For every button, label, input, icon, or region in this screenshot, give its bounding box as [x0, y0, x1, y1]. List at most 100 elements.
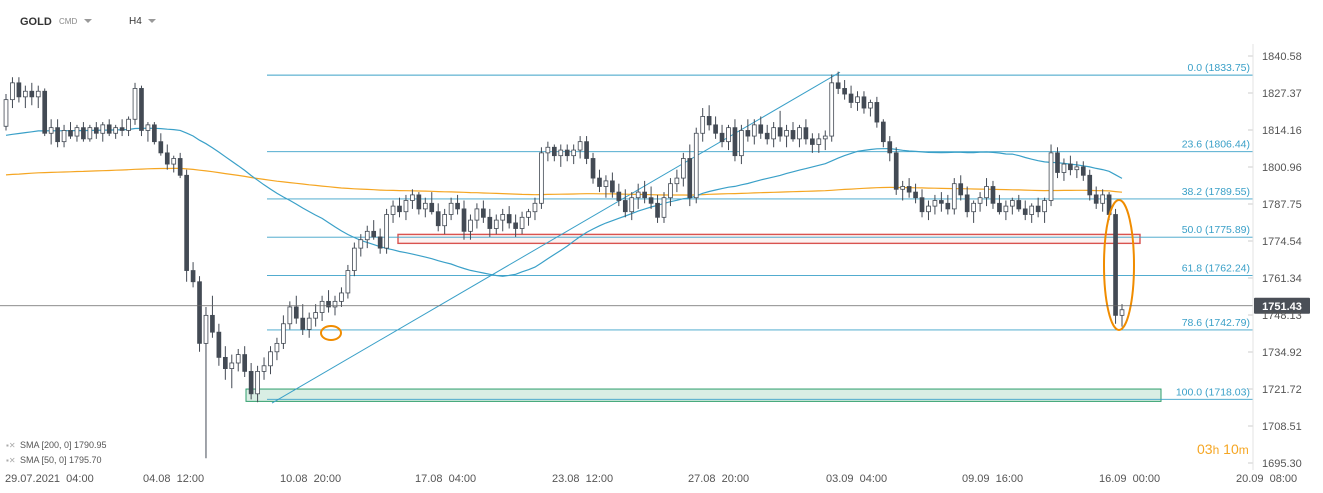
- symbol-selector[interactable]: GOLD: [20, 16, 52, 28]
- candle-body: [597, 177, 602, 187]
- candle-body: [293, 306, 299, 319]
- candle-body: [229, 362, 235, 369]
- candle-body: [3, 99, 9, 127]
- candle-body: [384, 214, 389, 249]
- candle-body: [842, 88, 847, 95]
- candle-body: [339, 292, 344, 302]
- candle-body: [977, 197, 983, 204]
- x-tick-label: 17.08 04:00: [415, 473, 476, 485]
- candle-body: [216, 331, 222, 358]
- candle-body: [203, 314, 209, 344]
- candle-body: [1055, 152, 1060, 173]
- candle-body: [932, 200, 938, 207]
- candle-body: [429, 202, 435, 213]
- candle-body: [29, 90, 35, 98]
- candle-body: [997, 202, 1002, 213]
- candle-body: [100, 124, 106, 134]
- timeframe-dropdown-icon[interactable]: [148, 19, 156, 23]
- x-tick-label: 27.08 20:00: [688, 473, 749, 485]
- candle-body: [493, 219, 499, 229]
- candle-body: [926, 205, 931, 213]
- candle-body: [1029, 205, 1035, 215]
- candle-body: [68, 130, 73, 137]
- candle-body: [577, 141, 583, 151]
- fib-level-label: 38.2 (1789.55): [1182, 186, 1250, 198]
- eye-close-icon[interactable]: ▪✕: [6, 441, 16, 450]
- timeframe-selector[interactable]: H4: [129, 16, 142, 27]
- candle-body: [1093, 194, 1099, 204]
- candle-body: [126, 118, 131, 131]
- x-tick-label: 23.08 12:00: [552, 473, 613, 485]
- candle-body: [984, 186, 989, 199]
- x-tick-label: 20.09 08:00: [1236, 473, 1297, 485]
- candle-body: [971, 202, 976, 213]
- y-tick-label: 1721.72: [1262, 384, 1302, 396]
- candle-body: [74, 127, 80, 137]
- candle-body: [248, 370, 254, 395]
- candle-body: [855, 96, 860, 103]
- candle-body: [300, 317, 306, 330]
- resistance-zone: [397, 233, 1141, 245]
- candle-body: [481, 208, 486, 218]
- legend-sma200-label: SMA [200, 0] 1790.95: [20, 440, 107, 450]
- y-tick-label: 1827.37: [1262, 88, 1302, 100]
- price-axis[interactable]: 1840.58 1827.37 1814.16 1800.96 1787.75 1774.…: [1248, 44, 1302, 470]
- candle-body: [913, 191, 918, 199]
- candle-body: [706, 116, 712, 126]
- candle-body: [1113, 214, 1118, 316]
- candle-body: [474, 208, 480, 221]
- candle-body: [739, 130, 744, 157]
- candle-body: [81, 127, 86, 140]
- candle-body: [332, 300, 338, 308]
- candle-body: [377, 236, 383, 249]
- candle-body: [816, 138, 822, 145]
- eye-close-icon[interactable]: ▪✕: [6, 456, 16, 465]
- legend-sma200[interactable]: ▪✕ SMA [200, 0] 1790.95: [6, 440, 107, 450]
- y-tick-label: 1774.54: [1262, 236, 1302, 248]
- candle-body: [345, 270, 351, 294]
- candle-body: [1087, 174, 1093, 196]
- y-tick-label: 1840.58: [1262, 51, 1302, 63]
- x-tick-label: 16.09 00:00: [1099, 473, 1160, 485]
- countdown-minutes: 10: [1223, 441, 1239, 457]
- candle-body: [190, 270, 196, 283]
- candle-body: [119, 127, 125, 131]
- legend-sma50[interactable]: ▪✕ SMA [50, 0] 1795.70: [6, 455, 102, 465]
- candle-body: [726, 127, 731, 143]
- candle-body: [326, 300, 331, 308]
- candle-body: [880, 121, 886, 143]
- candle-body: [87, 127, 93, 140]
- candle-body: [700, 116, 706, 134]
- y-tick-label: 1695.30: [1262, 458, 1302, 470]
- candle-body: [906, 186, 912, 193]
- candle-body: [551, 146, 557, 157]
- candle-body: [422, 202, 428, 210]
- symbol-dropdown-icon[interactable]: [84, 19, 92, 23]
- trendline: [271, 71, 841, 404]
- candle-body: [48, 127, 54, 134]
- candle-body: [693, 132, 699, 199]
- fibonacci-retracement: 0.0 (1833.75) 23.6 (1806.44) 38.2 (1789.55…: [267, 62, 1253, 400]
- time-axis[interactable]: 29.07.2021 04:00 04.08 12:00 10.08 20:00 17…: [5, 473, 1297, 485]
- candle-body: [287, 306, 293, 325]
- candle-body: [164, 152, 170, 165]
- candle-body: [1035, 205, 1041, 213]
- candle-body: [784, 130, 789, 137]
- countdown-hours-unit: h: [1212, 443, 1220, 457]
- candle-body: [558, 149, 564, 157]
- candle-body: [61, 130, 67, 143]
- candle-body: [145, 124, 151, 131]
- candle-body: [222, 356, 228, 369]
- candle-body: [1074, 166, 1080, 171]
- candle-body: [687, 158, 693, 199]
- candle-body: [184, 174, 189, 271]
- fib-level-label: 0.0 (1833.75): [1188, 62, 1250, 74]
- price-badge: [1254, 297, 1310, 314]
- candle-body: [442, 214, 447, 227]
- candle-body: [390, 205, 396, 215]
- candle-body: [506, 214, 512, 224]
- candle-body: [622, 200, 628, 213]
- y-tick-label: 1708.51: [1262, 421, 1302, 433]
